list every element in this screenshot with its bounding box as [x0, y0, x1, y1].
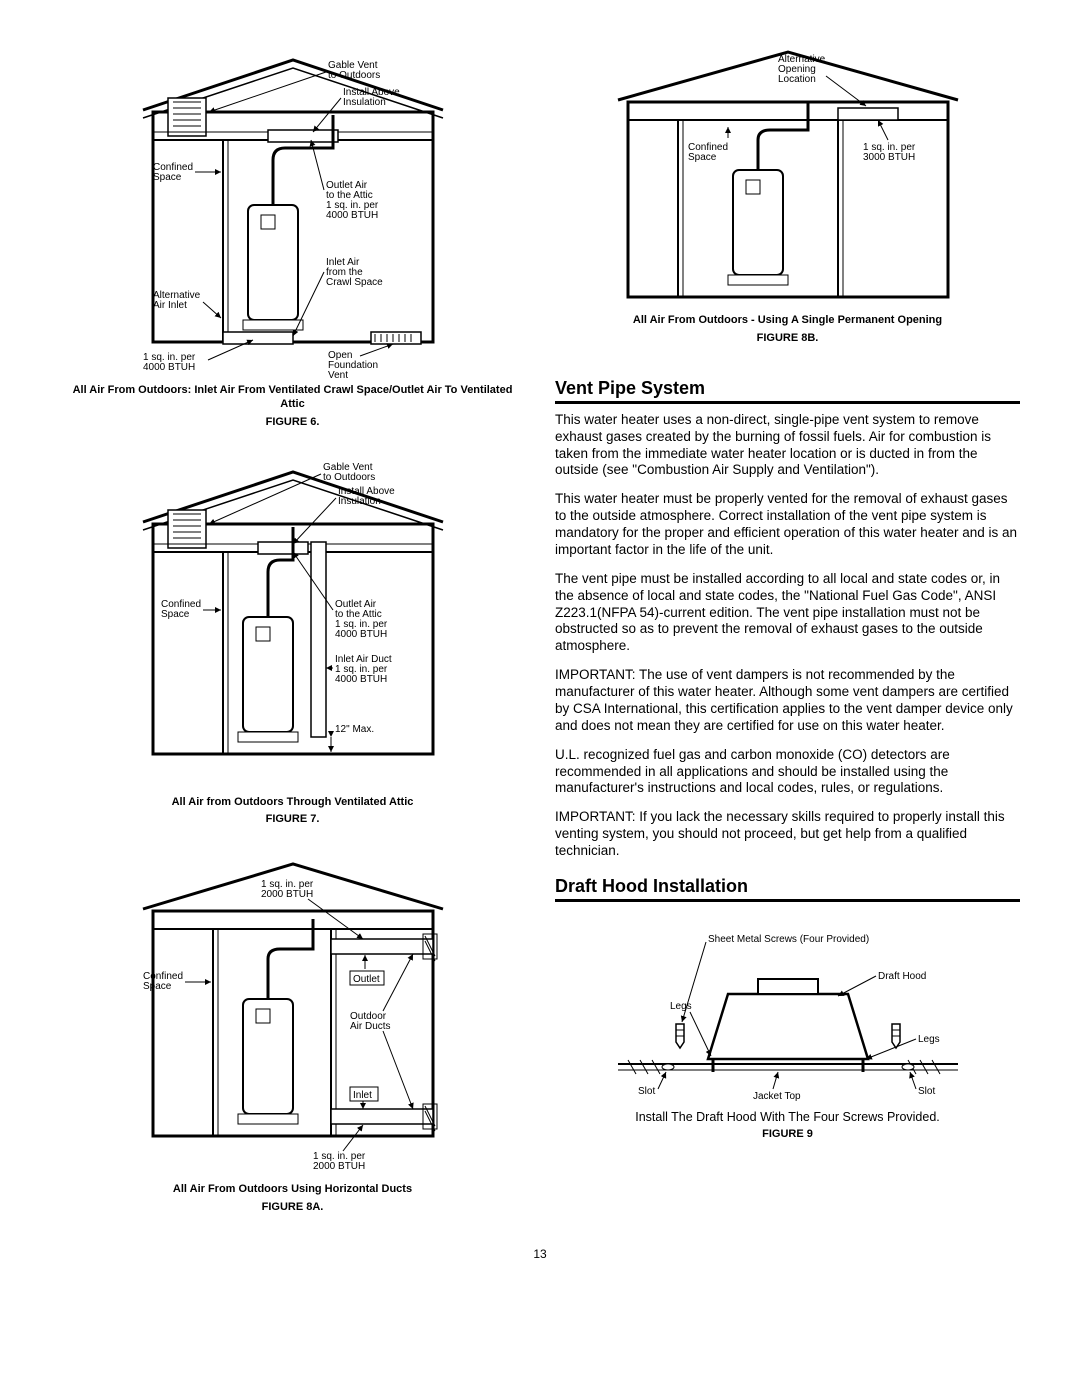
figure-9: Sheet Metal Screws (Four Provided) Draft… — [555, 924, 1020, 1146]
svg-text:Space: Space — [153, 172, 182, 183]
svg-text:Draft Hood: Draft Hood — [878, 971, 926, 982]
svg-text:Inlet: Inlet — [353, 1090, 372, 1101]
diagram-6: ConfinedSpace AlternativeAir Inlet 1 sq.… — [113, 40, 473, 380]
svg-text:2000 BTUH: 2000 BTUH — [261, 889, 313, 900]
figure-9-num: FIGURE 9 — [555, 1128, 1020, 1140]
figure-8b: AlternativeOpeningLocation ConfinedSpace… — [555, 40, 1020, 350]
diagram-7: Gable Ventto Outdoors Install AboveInsul… — [113, 452, 473, 792]
svg-text:Location: Location — [778, 74, 816, 85]
svg-text:2000 BTUH: 2000 BTUH — [313, 1161, 365, 1172]
svg-text:Crawl Space: Crawl Space — [326, 277, 383, 288]
svg-text:4000 BTUH: 4000 BTUH — [335, 629, 387, 640]
vent-para-1: This water heater uses a non-direct, sin… — [555, 412, 1020, 480]
figure-6: ConfinedSpace AlternativeAir Inlet 1 sq.… — [60, 40, 525, 434]
figure-6-num: FIGURE 6. — [60, 416, 525, 428]
figure-8a: 1 sq. in. per2000 BTUH ConfinedSpace Out… — [60, 849, 525, 1219]
svg-text:Insulation: Insulation — [338, 496, 381, 507]
figure-7: Gable Ventto Outdoors Install AboveInsul… — [60, 452, 525, 832]
svg-text:Slot: Slot — [638, 1086, 655, 1097]
vent-para-3: The vent pipe must be installed accordin… — [555, 571, 1020, 655]
svg-text:Vent: Vent — [328, 370, 348, 380]
svg-text:4000 BTUH: 4000 BTUH — [326, 210, 378, 221]
svg-text:Outlet: Outlet — [353, 974, 380, 985]
diagram-9: Sheet Metal Screws (Four Provided) Draft… — [578, 924, 998, 1104]
svg-text:Legs: Legs — [918, 1034, 940, 1045]
page-number: 13 — [60, 1247, 1020, 1261]
svg-text:4000 BTUH: 4000 BTUH — [335, 674, 387, 685]
svg-text:Air Inlet: Air Inlet — [153, 300, 187, 311]
vent-para-5: U.L. recognized fuel gas and carbon mono… — [555, 747, 1020, 798]
svg-text:3000 BTUH: 3000 BTUH — [863, 152, 915, 163]
svg-text:Space: Space — [143, 981, 172, 992]
svg-text:to Outdoors: to Outdoors — [328, 70, 380, 81]
figure-7-caption: All Air from Outdoors Through Ventilated… — [60, 796, 525, 810]
svg-text:4000 BTUH: 4000 BTUH — [143, 362, 195, 373]
svg-text:Air Ducts: Air Ducts — [350, 1021, 391, 1032]
draft-hood-heading: Draft Hood Installation — [555, 876, 1020, 902]
svg-text:to Outdoors: to Outdoors — [323, 472, 375, 483]
svg-text:Space: Space — [161, 609, 190, 620]
svg-text:Legs: Legs — [670, 1001, 692, 1012]
page: ConfinedSpace AlternativeAir Inlet 1 sq.… — [60, 40, 1020, 1237]
vent-para-4: IMPORTANT: The use of vent dampers is no… — [555, 667, 1020, 735]
figure-8a-caption: All Air From Outdoors Using Horizontal D… — [60, 1183, 525, 1197]
vent-para-6: IMPORTANT: If you lack the necessary ski… — [555, 809, 1020, 860]
figure-8b-caption: All Air From Outdoors - Using A Single P… — [555, 314, 1020, 328]
figure-7-num: FIGURE 7. — [60, 813, 525, 825]
diagram-8b: AlternativeOpeningLocation ConfinedSpace… — [588, 40, 988, 310]
diagram-8a: 1 sq. in. per2000 BTUH ConfinedSpace Out… — [113, 849, 473, 1179]
vent-pipe-heading: Vent Pipe System — [555, 378, 1020, 404]
figure-9-instruction: Install The Draft Hood With The Four Scr… — [555, 1110, 1020, 1124]
svg-text:12" Max.: 12" Max. — [335, 724, 374, 735]
svg-text:Sheet Metal Screws (Four Provi: Sheet Metal Screws (Four Provided) — [708, 934, 869, 945]
figure-6-caption: All Air From Outdoors: Inlet Air From Ve… — [60, 384, 525, 412]
svg-text:Space: Space — [688, 152, 717, 163]
vent-para-2: This water heater must be properly vente… — [555, 491, 1020, 559]
svg-text:Jacket Top: Jacket Top — [753, 1091, 801, 1102]
svg-text:Insulation: Insulation — [343, 97, 386, 108]
right-column: AlternativeOpeningLocation ConfinedSpace… — [555, 40, 1020, 1237]
left-column: ConfinedSpace AlternativeAir Inlet 1 sq.… — [60, 40, 525, 1237]
figure-8a-num: FIGURE 8A. — [60, 1201, 525, 1213]
svg-text:Slot: Slot — [918, 1086, 935, 1097]
figure-8b-num: FIGURE 8B. — [555, 332, 1020, 344]
